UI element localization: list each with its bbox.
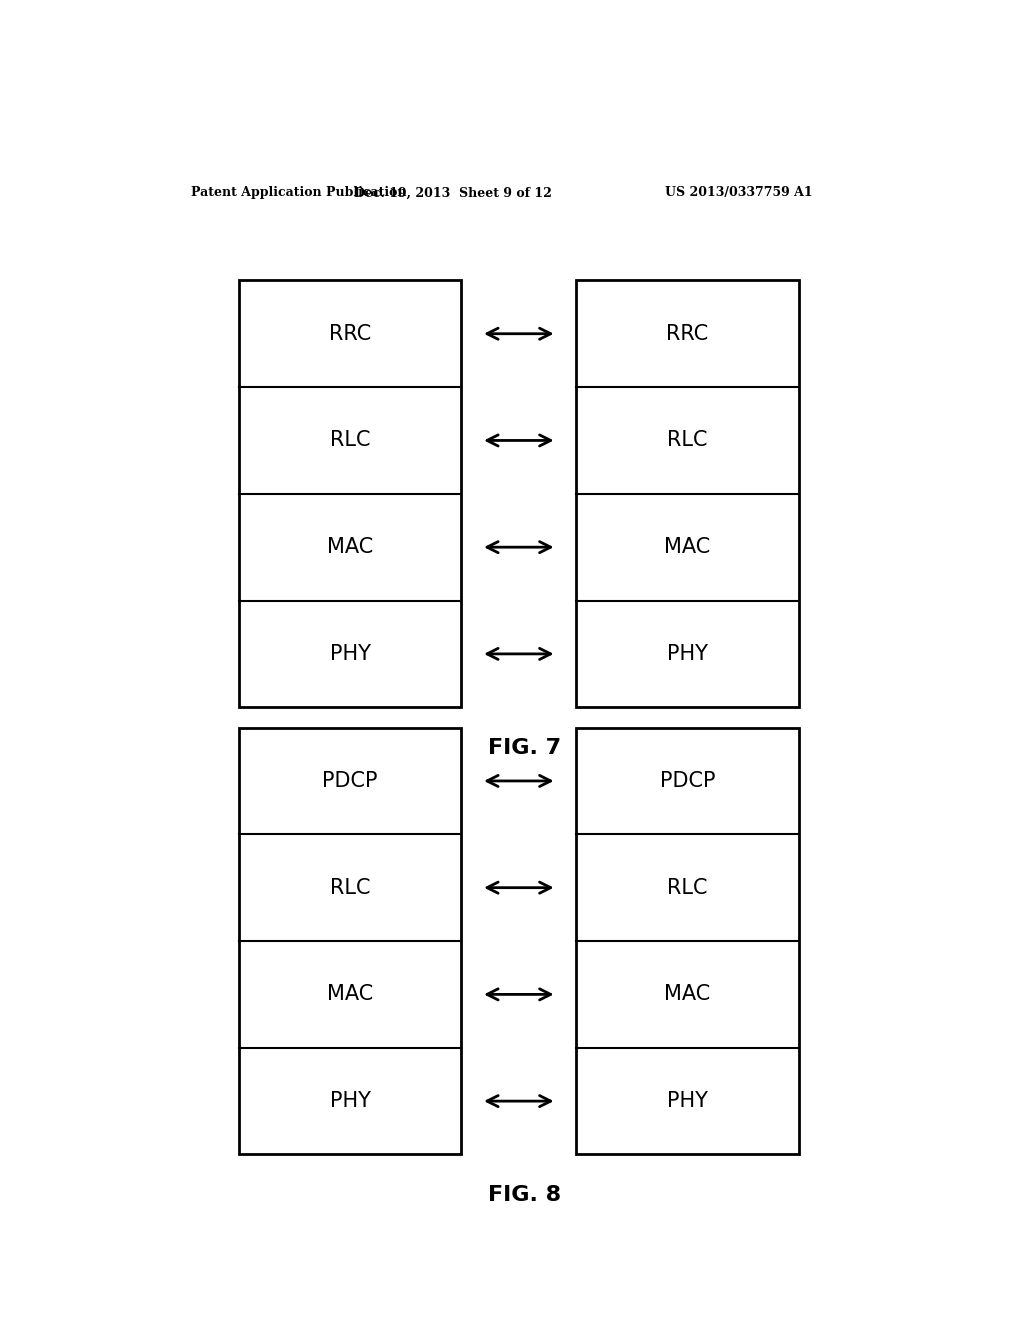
Text: PHY: PHY bbox=[667, 1092, 708, 1111]
Bar bbox=[577, 280, 799, 708]
Text: PHY: PHY bbox=[330, 644, 371, 664]
Text: MAC: MAC bbox=[327, 537, 374, 557]
Text: PHY: PHY bbox=[667, 644, 708, 664]
Text: FIG. 8: FIG. 8 bbox=[488, 1185, 561, 1205]
Text: PDCP: PDCP bbox=[659, 771, 715, 791]
Text: RRC: RRC bbox=[667, 323, 709, 343]
Text: RLC: RLC bbox=[330, 430, 371, 450]
Text: MAC: MAC bbox=[665, 537, 711, 557]
Text: Patent Application Publication: Patent Application Publication bbox=[191, 186, 407, 199]
Text: PHY: PHY bbox=[330, 1092, 371, 1111]
Bar bbox=[240, 727, 461, 1155]
Text: RLC: RLC bbox=[668, 878, 708, 898]
Bar bbox=[577, 727, 799, 1155]
Text: RRC: RRC bbox=[329, 323, 372, 343]
Text: MAC: MAC bbox=[327, 985, 374, 1005]
Text: FIG. 7: FIG. 7 bbox=[488, 738, 561, 758]
Text: RLC: RLC bbox=[668, 430, 708, 450]
Text: RLC: RLC bbox=[330, 878, 371, 898]
Text: MAC: MAC bbox=[665, 985, 711, 1005]
Text: US 2013/0337759 A1: US 2013/0337759 A1 bbox=[666, 186, 813, 199]
Text: Dec. 19, 2013  Sheet 9 of 12: Dec. 19, 2013 Sheet 9 of 12 bbox=[354, 186, 552, 199]
Text: PDCP: PDCP bbox=[323, 771, 378, 791]
Bar bbox=[240, 280, 461, 708]
